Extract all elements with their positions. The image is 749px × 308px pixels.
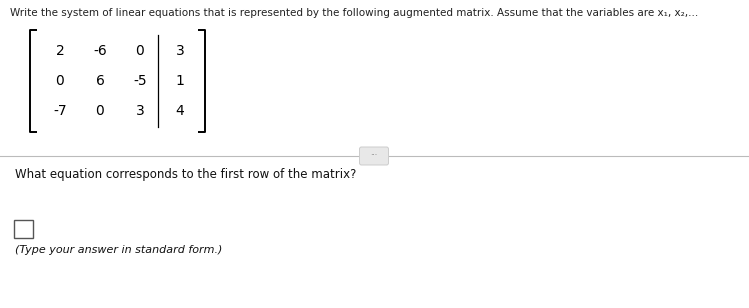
Text: 3: 3	[136, 104, 145, 118]
FancyBboxPatch shape	[360, 147, 389, 165]
Text: 0: 0	[96, 104, 104, 118]
Text: -6: -6	[93, 44, 107, 58]
Text: What equation corresponds to the first row of the matrix?: What equation corresponds to the first r…	[15, 168, 357, 181]
Text: 1: 1	[175, 74, 184, 88]
Text: 6: 6	[96, 74, 104, 88]
Text: ···: ···	[371, 152, 377, 160]
Text: Write the system of linear equations that is represented by the following augmen: Write the system of linear equations tha…	[10, 8, 698, 18]
Text: (Type your answer in standard form.): (Type your answer in standard form.)	[15, 245, 222, 255]
Text: -7: -7	[53, 104, 67, 118]
Text: 0: 0	[136, 44, 145, 58]
Text: 2: 2	[55, 44, 64, 58]
Text: -5: -5	[133, 74, 147, 88]
Text: 3: 3	[175, 44, 184, 58]
Text: 0: 0	[55, 74, 64, 88]
Text: 4: 4	[175, 104, 184, 118]
FancyBboxPatch shape	[14, 220, 32, 237]
